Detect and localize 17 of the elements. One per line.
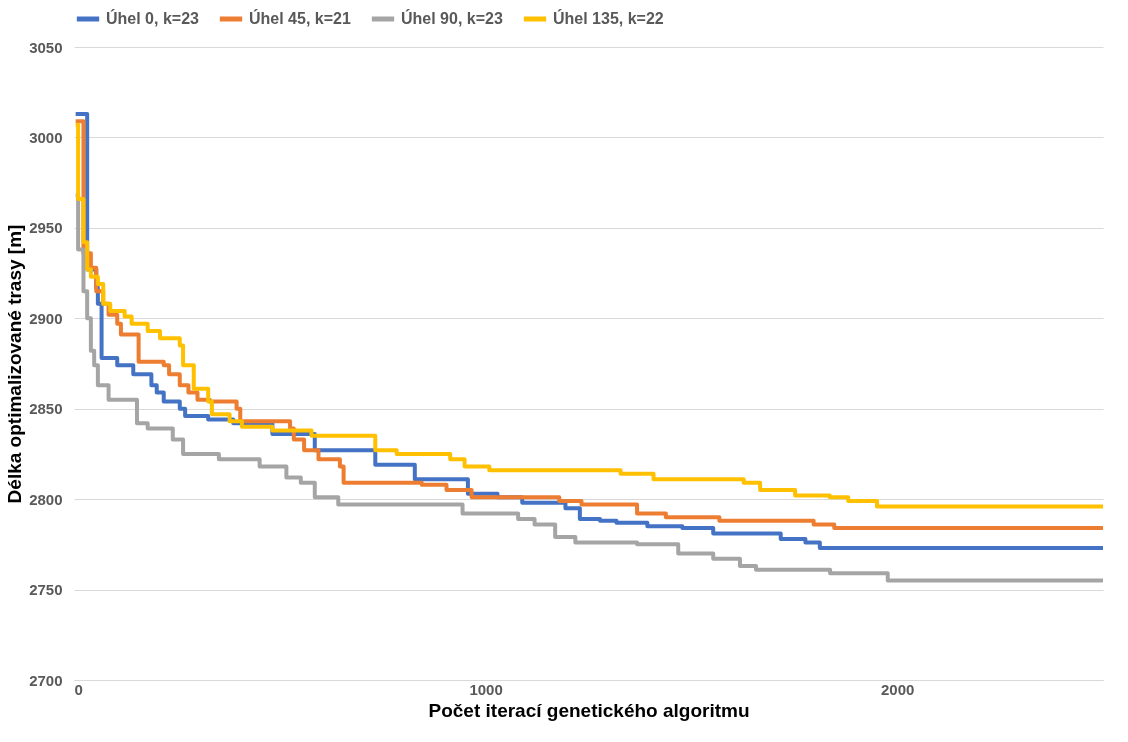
y-axis-title: Délka optimalizované trasy [m] bbox=[4, 224, 26, 504]
x-tick-label: 0 bbox=[74, 680, 83, 698]
x-tick-label: 2000 bbox=[881, 680, 915, 698]
y-tick-label: 3000 bbox=[29, 128, 63, 146]
y-tick-label: 3050 bbox=[29, 38, 63, 56]
y-tick-label: 2800 bbox=[29, 490, 63, 508]
legend-label: Úhel 90, k=23 bbox=[401, 9, 503, 27]
y-tick-label: 2700 bbox=[29, 671, 63, 689]
y-tick-label: 2850 bbox=[29, 400, 63, 418]
x-tick-label: 1000 bbox=[469, 680, 503, 698]
legend-label: Úhel 0, k=23 bbox=[106, 9, 200, 27]
legend-label: Úhel 45, k=21 bbox=[249, 9, 351, 27]
y-tick-label: 2900 bbox=[29, 309, 63, 327]
y-tick-label: 2750 bbox=[29, 581, 63, 599]
legend-label: Úhel 135, k=22 bbox=[553, 9, 664, 27]
y-tick-label: 2950 bbox=[29, 219, 63, 237]
x-axis-title: Počet iterací genetického algoritmu bbox=[428, 699, 750, 721]
